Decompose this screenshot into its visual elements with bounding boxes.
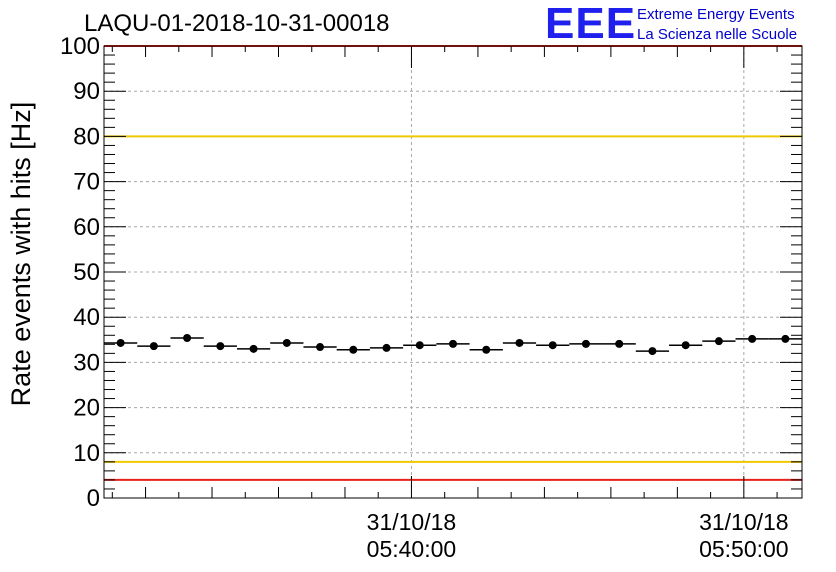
logo-mark: EEE <box>545 0 637 48</box>
data-point <box>116 338 125 347</box>
logo-line-1: Extreme Energy Events <box>637 6 795 23</box>
logo-line-2: La Scienza nelle Scuole <box>637 26 798 43</box>
y-tick-label: 70 <box>73 169 100 196</box>
y-tick-label: 100 <box>60 33 100 60</box>
data-point <box>714 337 723 346</box>
data-point <box>415 341 424 350</box>
data-point <box>249 344 258 353</box>
data-point <box>449 339 457 348</box>
data-point <box>149 342 158 351</box>
data-point <box>183 333 192 342</box>
y-tick-label: 10 <box>73 440 100 467</box>
data-point <box>316 343 325 352</box>
y-tick-label: 60 <box>73 214 100 241</box>
y-tick-label: 0 <box>87 485 100 512</box>
y-tick-label: 20 <box>73 395 100 422</box>
data-point <box>548 341 557 350</box>
y-tick-label: 30 <box>73 349 100 376</box>
x-tick-label-time: 05:50:00 <box>699 536 789 562</box>
x-tick-label-date: 31/10/18 <box>367 509 457 535</box>
data-point <box>349 345 358 354</box>
data-point <box>382 343 391 352</box>
y-axis-label: Rate events with hits [Hz] <box>6 102 36 407</box>
y-tick-label: 40 <box>73 304 100 331</box>
data-point <box>781 334 790 343</box>
data-point <box>681 341 690 350</box>
data-point <box>482 345 491 354</box>
data-point <box>648 347 657 356</box>
x-tick-label-date: 31/10/18 <box>699 509 789 535</box>
data-point <box>282 338 291 347</box>
x-tick-label-time: 05:40:00 <box>367 536 457 562</box>
y-tick-label: 90 <box>73 78 100 105</box>
data-point <box>581 339 590 348</box>
data-point <box>748 334 757 343</box>
y-tick-label: 50 <box>73 259 100 286</box>
chart-title: LAQU-01-2018-10-31-00018 <box>84 10 390 37</box>
data-point <box>216 342 225 351</box>
data-point <box>515 338 524 347</box>
data-point <box>615 339 624 348</box>
y-tick-label: 80 <box>73 123 100 150</box>
